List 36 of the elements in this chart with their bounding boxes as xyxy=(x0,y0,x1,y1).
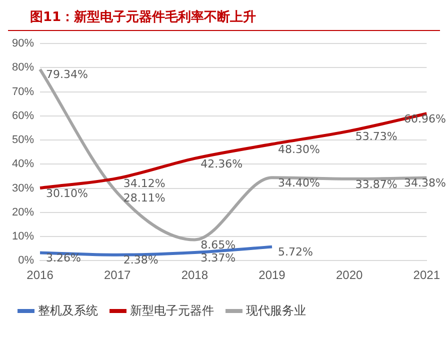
chart-title: 图11：新型电子元器件毛利率不断上升 xyxy=(8,0,440,31)
y-tick-label: 90% xyxy=(12,38,34,50)
data-label: 33.87% xyxy=(355,178,398,191)
data-label: 3.26% xyxy=(46,252,81,265)
x-tick-label: 2017 xyxy=(104,268,132,282)
data-label: 8.65% xyxy=(200,238,236,252)
data-label: 60.96% xyxy=(404,112,446,126)
y-tick-label: 20% xyxy=(12,206,34,218)
legend-label: 现代服务业 xyxy=(246,303,306,318)
data-label: 28.11% xyxy=(123,192,166,205)
data-label: 79.34% xyxy=(46,68,88,82)
data-label: 34.12% xyxy=(123,177,166,190)
legend-label: 新型电子元器件 xyxy=(130,303,214,318)
data-label: 5.72% xyxy=(278,246,313,259)
data-label: 2.38% xyxy=(123,254,158,267)
x-tick-label: 2019 xyxy=(258,268,286,282)
data-label: 30.10% xyxy=(46,186,88,200)
y-tick-label: 40% xyxy=(12,158,34,170)
x-tick-label: 2016 xyxy=(26,268,54,282)
x-tick-label: 2020 xyxy=(336,268,363,282)
y-tick-label: 0% xyxy=(18,254,34,267)
y-tick-label: 30% xyxy=(12,182,34,194)
x-tick-label: 2021 xyxy=(413,268,440,282)
data-label: 34.38% xyxy=(404,176,446,190)
y-tick-label: 50% xyxy=(12,134,34,146)
data-label: 3.37% xyxy=(200,251,236,264)
legend-label: 整机及系统 xyxy=(38,303,98,318)
data-label: 48.30% xyxy=(278,143,320,156)
y-tick-label: 80% xyxy=(12,62,34,74)
data-label: 42.36% xyxy=(200,157,243,170)
y-tick-label: 70% xyxy=(12,86,34,98)
x-tick-label: 2018 xyxy=(181,268,208,282)
y-tick-label: 60% xyxy=(12,110,34,122)
data-label: 34.40% xyxy=(278,176,320,190)
y-tick-label: 10% xyxy=(12,230,34,243)
data-label: 53.73% xyxy=(355,130,398,143)
